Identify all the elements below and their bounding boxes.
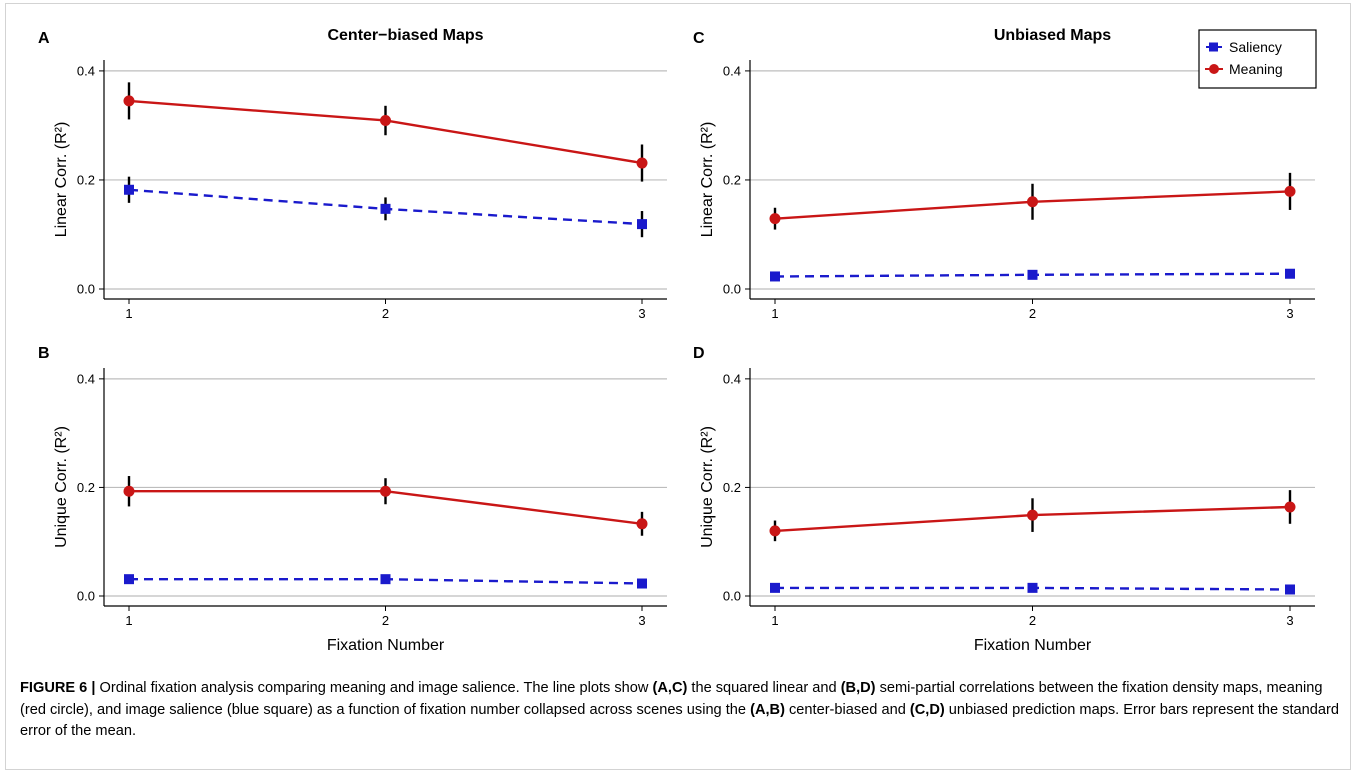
saliency-point [124,574,134,585]
x-tick-label: 3 [1286,613,1293,628]
caption-ref-ac: (A,C) [652,680,688,696]
figure-frame [5,3,1351,770]
saliency-point [1027,582,1038,593]
panel-label: A [38,30,50,47]
y-tick-label: 0.4 [77,63,95,78]
figure-chart: 0.0 0.2 0.4 1 2 3 Linear Corr. (R²) Center−bias… [38,27,1317,654]
x-tick-label: 3 [638,306,645,321]
meaning-point [380,115,391,127]
legend-saliency-marker [1209,42,1218,52]
caption-ref-ab: (A,B) [750,701,785,718]
x-tick-label: 1 [771,306,778,321]
panel-a: 0.0 0.2 0.4 1 2 3 Linear Corr. (R²) Center−bias… [38,27,667,321]
caption-text-1: Ordinal fixation analysis comparing mean… [95,680,653,696]
y-axis-label: Unique Corr. (R²) [53,426,70,548]
saliency-point [770,271,780,282]
y-tick-label: 0.4 [723,371,741,386]
meaning-point [380,485,391,497]
x-tick-label: 2 [1029,306,1036,321]
saliency-point [380,574,391,585]
panel-label: C [693,30,705,47]
y-tick-label: 0.2 [723,480,741,495]
saliency-point [770,582,780,593]
x-tick-label: 1 [125,613,132,628]
y-axis-label: Unique Corr. (R²) [699,426,716,548]
panel-d: 0.0 0.2 0.4 1 2 3 Unique Corr. (R²) Fixation Nu… [693,345,1315,654]
x-axis-label: Fixation Number [974,637,1092,654]
legend-meaning-marker [1209,64,1219,74]
legend-label: Saliency [1229,39,1282,55]
chart-title: Center−biased Maps [327,27,483,44]
caption-text-5: unbiased prediction maps. Error bars rep… [20,701,1339,740]
x-tick-label: 3 [638,613,645,628]
caption-ref-cd: (C,D) [909,701,945,718]
meaning-point [769,213,781,225]
x-axis-label: Fixation Number [327,637,445,654]
meaning-point [1027,509,1038,521]
caption-text-2: the squared linear and [687,680,841,696]
panel-label: D [693,345,705,362]
legend-box [1198,29,1317,89]
saliency-point [637,578,647,589]
panel-c: 0.0 0.2 0.4 1 2 3 Linear Corr. (R²) Unbiased Ma… [693,27,1317,321]
meaning-point [769,525,781,537]
legend-label: Meaning [1229,61,1283,77]
y-tick-label: 0.0 [723,589,741,604]
y-axis-label: Linear Corr. (R²) [53,122,70,238]
y-tick-label: 0.0 [77,282,95,297]
chart-title: Unbiased Maps [994,27,1111,44]
x-tick-label: 3 [1286,306,1293,321]
meaning-point [1284,185,1296,197]
y-tick-label: 0.0 [77,589,95,604]
caption-text-3: semi-partial correlations between the fi… [20,680,1323,718]
saliency-point [1285,584,1295,595]
legend: Saliency Meaning [1198,29,1317,89]
x-tick-label: 2 [382,613,389,628]
meaning-point [123,95,135,107]
saliency-point [1027,269,1038,280]
y-tick-label: 0.2 [77,480,95,495]
y-tick-label: 0.0 [723,282,741,297]
y-tick-label: 0.2 [77,172,95,187]
saliency-point [124,184,134,195]
saliency-point [637,219,647,230]
y-tick-label: 0.2 [723,172,741,187]
meaning-point [1027,196,1038,208]
caption-label: FIGURE 6 | [20,680,96,696]
figure-caption: FIGURE 6 | Ordinal fixation analysis com… [20,678,1340,743]
x-tick-label: 1 [771,613,778,628]
caption-text-4: center-biased and [784,701,910,718]
y-axis-label: Linear Corr. (R²) [699,122,716,238]
y-tick-label: 0.4 [723,63,741,78]
panel-b: 0.0 0.2 0.4 1 2 3 Unique Corr. (R²) Fixation Nu… [38,345,667,654]
meaning-point [636,157,648,169]
saliency-point [1285,268,1295,279]
x-tick-label: 1 [125,306,132,321]
meaning-point [1284,501,1296,513]
caption-ref-bd: (B,D) [840,680,876,696]
panel-label: B [38,345,50,362]
saliency-point [380,203,391,214]
meaning-point [636,518,648,530]
y-tick-label: 0.4 [77,371,95,386]
meaning-point [123,485,135,497]
x-tick-label: 2 [382,306,389,321]
x-tick-label: 2 [1029,613,1036,628]
